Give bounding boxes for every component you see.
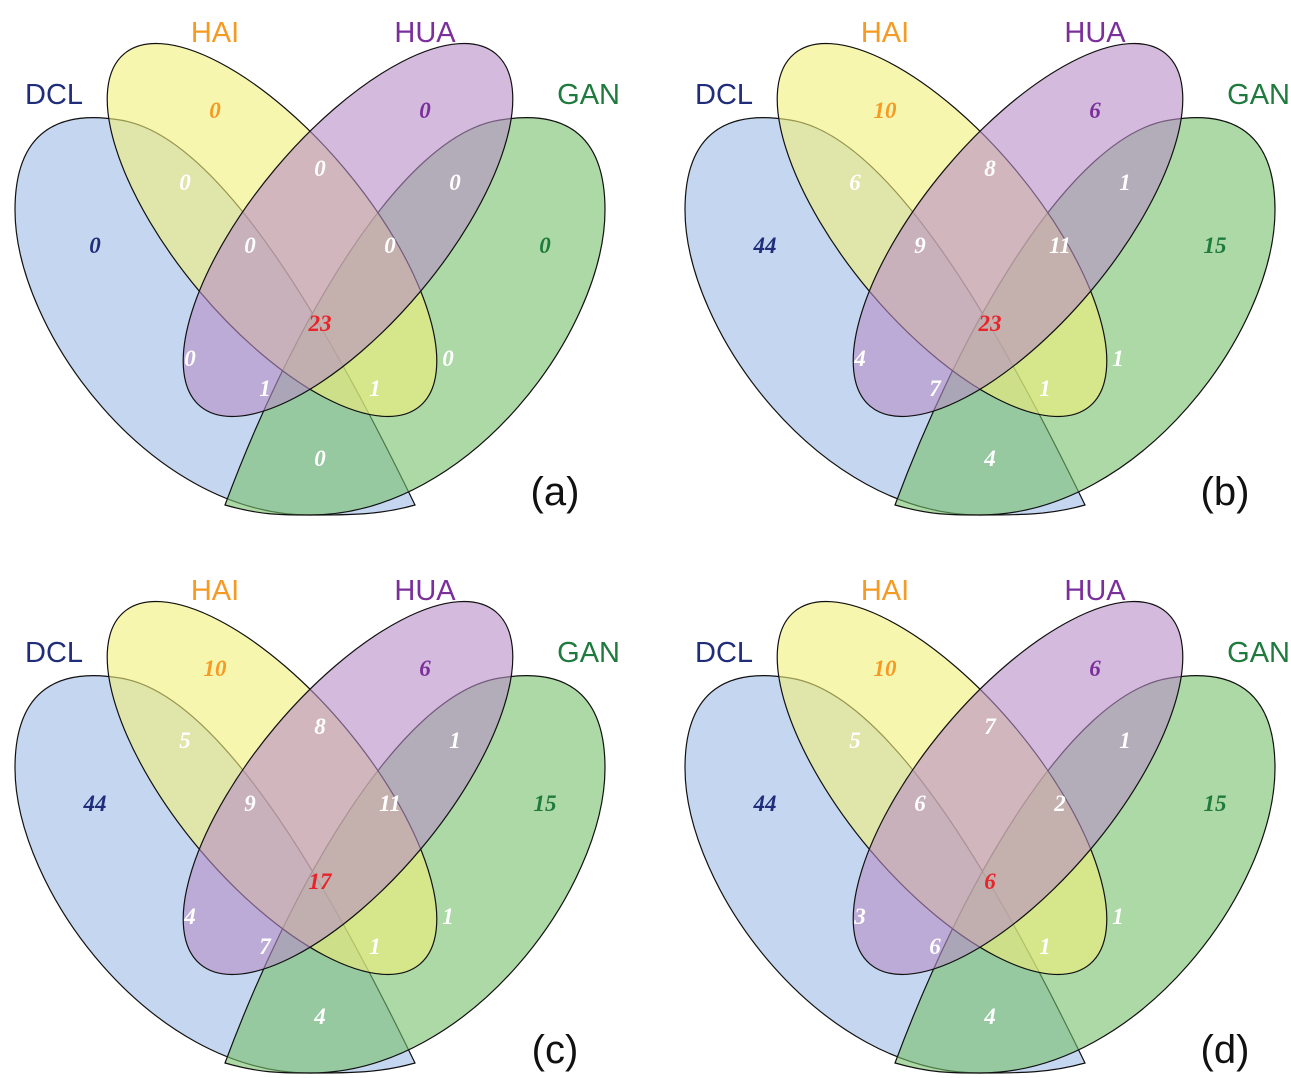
region-count-all: 17 bbox=[309, 869, 334, 894]
set-label-hua: HUA bbox=[1064, 575, 1126, 607]
panel-label: (d) bbox=[1201, 1028, 1250, 1072]
region-count-dcl-hai: 6 bbox=[849, 170, 861, 195]
region-count-dcl-gan: 0 bbox=[314, 446, 326, 471]
region-count-hai: 10 bbox=[874, 98, 898, 123]
panel-label: (b) bbox=[1201, 470, 1250, 514]
region-count-gan: 15 bbox=[1204, 233, 1227, 258]
region-count-gan: 15 bbox=[1204, 791, 1227, 816]
region-count-dcl-hua: 4 bbox=[183, 904, 196, 929]
region-count-hai-gan: 1 bbox=[1112, 904, 1124, 929]
set-label-hai: HAI bbox=[191, 17, 239, 49]
region-count-dcl-hai-hua: 9 bbox=[244, 791, 256, 816]
region-count-dcl-hai-hua: 0 bbox=[244, 233, 256, 258]
region-count-hai-hua: 8 bbox=[314, 714, 326, 739]
region-count-dcl: 0 bbox=[89, 233, 101, 258]
set-label-hua: HUA bbox=[394, 575, 456, 607]
set-label-hua: HUA bbox=[1064, 17, 1126, 49]
region-count-hai: 10 bbox=[204, 656, 228, 681]
region-count-hua-gan: 1 bbox=[1119, 170, 1131, 195]
region-count-dcl: 44 bbox=[83, 791, 107, 816]
set-label-dcl: DCL bbox=[25, 79, 83, 111]
region-count-all: 23 bbox=[308, 311, 332, 336]
region-count-dcl-hai-gan: 1 bbox=[369, 934, 381, 959]
set-hua-shape bbox=[182, 600, 514, 976]
set-hua-shape bbox=[852, 600, 1184, 976]
region-count-dcl-gan: 4 bbox=[983, 446, 996, 471]
set-label-dcl: DCL bbox=[695, 637, 753, 669]
set-label-gan: GAN bbox=[557, 637, 620, 669]
venn-panel-a: DCL HAI HUA GAN 0 0 0 0 0 0 0 0 0 23 0 0 1 1 0 (a) bbox=[14, 17, 620, 516]
region-count-dcl-hai: 5 bbox=[179, 728, 191, 753]
region-count-dcl-hua: 4 bbox=[853, 346, 866, 371]
region-count-hai-hua-gan: 11 bbox=[1049, 233, 1071, 258]
region-count-dcl-gan: 4 bbox=[313, 1004, 326, 1029]
region-count-dcl-hua: 0 bbox=[184, 346, 196, 371]
region-count-hua-gan: 1 bbox=[1119, 728, 1131, 753]
set-label-dcl: DCL bbox=[695, 79, 753, 111]
region-count-dcl-hai-gan: 1 bbox=[1039, 934, 1051, 959]
region-count-dcl-hai: 5 bbox=[849, 728, 861, 753]
region-count-dcl: 44 bbox=[753, 233, 777, 258]
region-count-dcl-hua-gan: 7 bbox=[929, 376, 942, 401]
region-count-hai: 10 bbox=[874, 656, 898, 681]
region-count-hai-hua-gan: 0 bbox=[384, 233, 396, 258]
set-hua-shape bbox=[182, 42, 514, 418]
region-count-hai-hua-gan: 11 bbox=[379, 791, 401, 816]
region-count-dcl-hai-gan: 1 bbox=[369, 376, 381, 401]
region-count-hai-hua-gan: 2 bbox=[1053, 791, 1066, 816]
set-label-gan: GAN bbox=[1227, 637, 1290, 669]
region-count-dcl-hai: 0 bbox=[179, 170, 191, 195]
region-count-hai-gan: 1 bbox=[442, 904, 454, 929]
set-hua-shape bbox=[852, 42, 1184, 418]
region-count-dcl-hua: 3 bbox=[853, 904, 866, 929]
region-count-all: 23 bbox=[978, 311, 1002, 336]
region-count-gan: 15 bbox=[534, 791, 557, 816]
panel-label: (a) bbox=[531, 470, 580, 514]
region-count-dcl-hua-gan: 7 bbox=[259, 934, 272, 959]
region-count-dcl-hua-gan: 1 bbox=[259, 376, 271, 401]
set-label-hai: HAI bbox=[191, 575, 239, 607]
set-label-hai: HAI bbox=[861, 575, 909, 607]
panel-label: (c) bbox=[532, 1028, 579, 1072]
region-count-all: 6 bbox=[984, 869, 996, 894]
region-count-hua: 6 bbox=[1089, 98, 1101, 123]
set-label-gan: GAN bbox=[557, 79, 620, 111]
region-count-hai: 0 bbox=[209, 98, 221, 123]
region-count-dcl-hai-hua: 6 bbox=[914, 791, 926, 816]
region-count-hua: 0 bbox=[419, 98, 431, 123]
region-count-hua: 6 bbox=[1089, 656, 1101, 681]
region-count-dcl-hua-gan: 6 bbox=[929, 934, 941, 959]
region-count-dcl-hai-gan: 1 bbox=[1039, 376, 1051, 401]
set-label-hai: HAI bbox=[861, 17, 909, 49]
region-count-hai-hua: 7 bbox=[984, 714, 997, 739]
region-count-gan: 0 bbox=[539, 233, 551, 258]
region-count-hai-gan: 1 bbox=[1112, 346, 1124, 371]
region-count-hai-hua: 0 bbox=[314, 156, 326, 181]
region-count-dcl-gan: 4 bbox=[983, 1004, 996, 1029]
region-count-hai-gan: 0 bbox=[442, 346, 454, 371]
venn-panel-d: DCL HAI HUA GAN 44 10 6 15 5 1 7 6 2 6 3 1 6 1 4 (d) bbox=[684, 575, 1290, 1074]
region-count-hai-hua: 8 bbox=[984, 156, 996, 181]
region-count-hua: 6 bbox=[419, 656, 431, 681]
set-label-gan: GAN bbox=[1227, 79, 1290, 111]
region-count-dcl: 44 bbox=[753, 791, 777, 816]
venn-panel-b: DCL HAI HUA GAN 44 10 6 15 6 1 8 9 11 23 4 1 7 1 4 (b) bbox=[684, 17, 1290, 516]
set-label-dcl: DCL bbox=[25, 637, 83, 669]
set-label-hua: HUA bbox=[394, 17, 456, 49]
region-count-dcl-hai-hua: 9 bbox=[914, 233, 926, 258]
region-count-hua-gan: 1 bbox=[449, 728, 461, 753]
region-count-hua-gan: 0 bbox=[449, 170, 461, 195]
